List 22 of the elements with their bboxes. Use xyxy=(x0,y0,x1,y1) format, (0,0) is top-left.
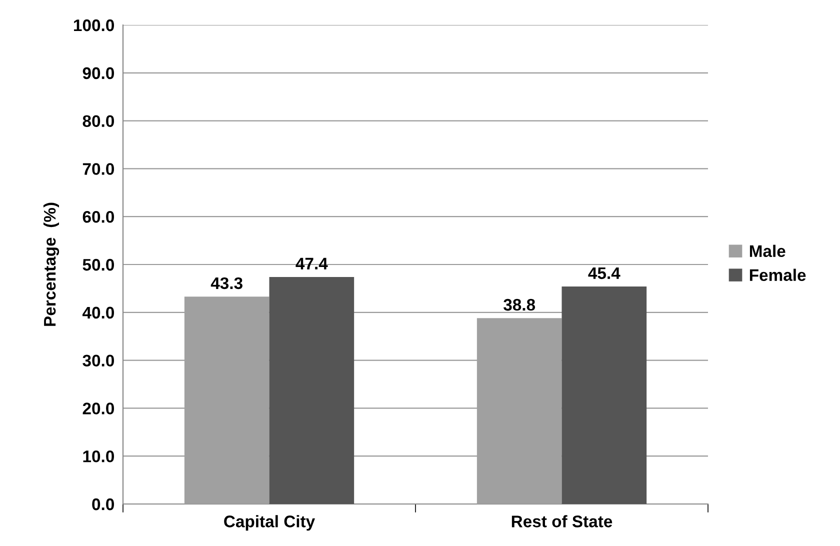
y-tick-label: 10.0 xyxy=(83,450,114,462)
y-tick-label: 30.0 xyxy=(82,354,114,367)
y-tick-label: 100.0 xyxy=(74,19,114,32)
y-tick-label: 90.0 xyxy=(82,67,114,80)
y-tick-label: 70.0 xyxy=(82,163,114,175)
legend-label: Female xyxy=(750,268,806,281)
y-tick-label: 80.0 xyxy=(82,115,114,128)
x-tick-label: Capital City xyxy=(224,515,316,531)
data-label: 45.4 xyxy=(588,267,620,280)
y-tick-label: 20.0 xyxy=(82,402,114,414)
y-tick-label: 60.0 xyxy=(82,211,114,223)
bar xyxy=(562,286,647,504)
data-label: 47.4 xyxy=(296,258,328,270)
y-tick-label: 0.0 xyxy=(92,498,114,510)
data-label: 38.8 xyxy=(504,298,536,311)
y-axis-title: Percentage (%) xyxy=(43,202,60,326)
x-tick-label: Rest of State xyxy=(512,515,612,528)
y-tick-label: 40.0 xyxy=(82,306,114,319)
bar xyxy=(269,276,354,504)
data-label: 43.3 xyxy=(210,277,242,290)
y-tick-label: 50.0 xyxy=(82,258,114,271)
legend-label: Male xyxy=(750,244,786,258)
